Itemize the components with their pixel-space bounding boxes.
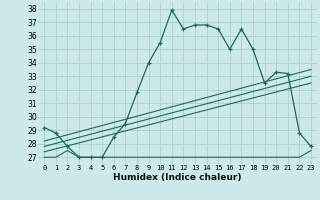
- X-axis label: Humidex (Indice chaleur): Humidex (Indice chaleur): [113, 173, 242, 182]
